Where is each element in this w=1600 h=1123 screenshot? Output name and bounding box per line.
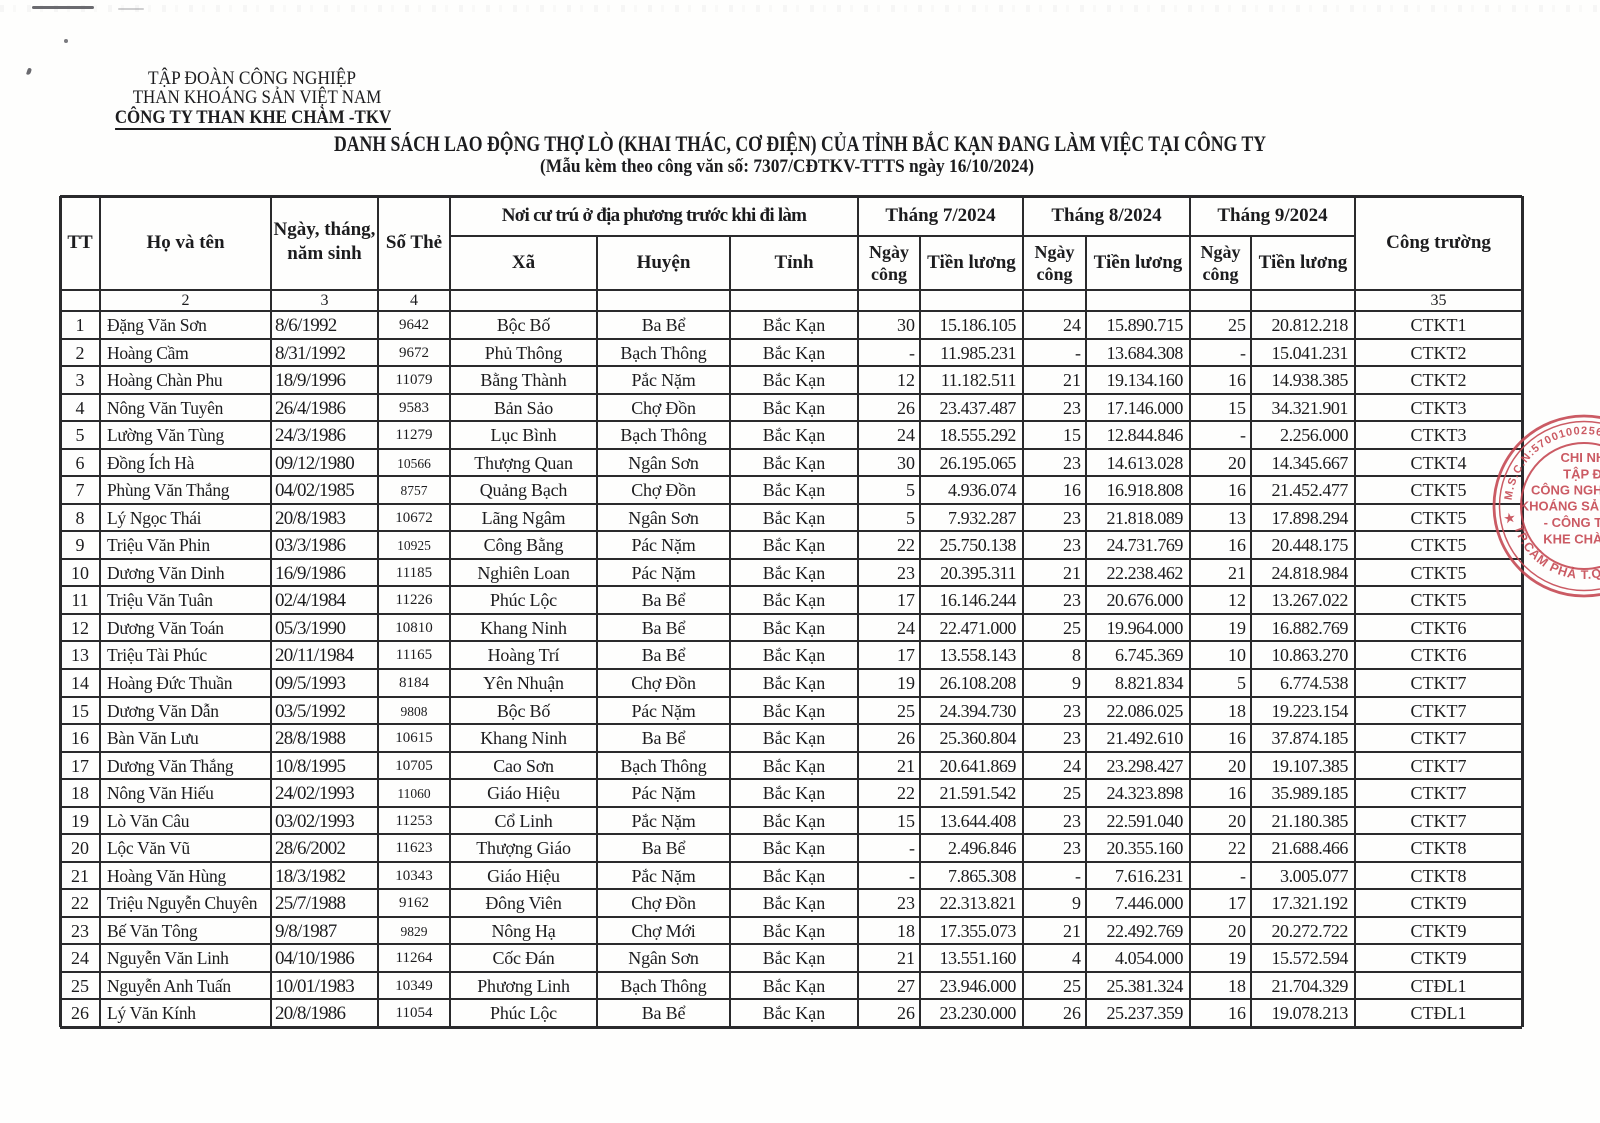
svg-text:CÔNG NGHIỆP THAN: CÔNG NGHIỆP THAN xyxy=(1531,483,1600,498)
svg-text:KHOÁNG SẢN VIỆT NAM: KHOÁNG SẢN VIỆT NAM xyxy=(1520,499,1600,514)
svg-text:- CÔNG TY THAN: - CÔNG TY THAN xyxy=(1544,515,1600,530)
svg-text:CHI NHÁNH: CHI NHÁNH xyxy=(1561,450,1600,465)
svg-text:KHE CHÀM - TKV: KHE CHÀM - TKV xyxy=(1543,532,1600,547)
svg-text:★: ★ xyxy=(1503,510,1516,526)
svg-text:TẬP ĐOÀN: TẬP ĐOÀN xyxy=(1563,467,1600,482)
